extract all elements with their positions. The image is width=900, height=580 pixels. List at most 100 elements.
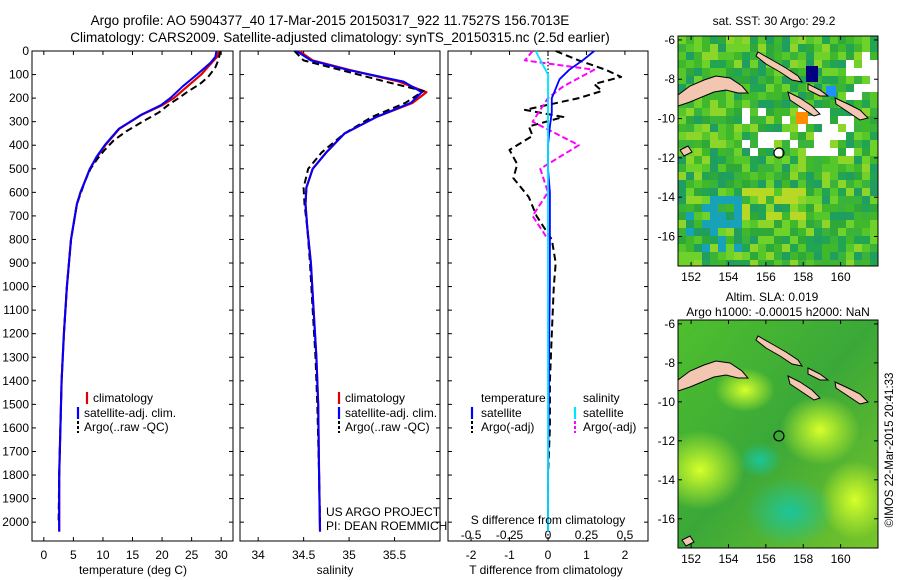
depth-tick-label: 700 <box>9 209 29 223</box>
salinity-panel: 34 34.5 35 35.5 salinity climatology satell… <box>239 50 447 577</box>
sst-cell <box>766 188 774 196</box>
sst-argo-location-marker <box>773 147 785 159</box>
sst-cell <box>694 156 702 164</box>
lon-tick-label: 160 <box>831 552 851 566</box>
sst-cell <box>718 132 726 140</box>
sst-cell <box>694 244 702 252</box>
sst-cell <box>838 60 846 68</box>
sst-cell <box>710 60 718 68</box>
sst-cell <box>734 132 742 140</box>
sst-cell <box>702 100 710 108</box>
sst-cell <box>742 260 750 266</box>
depth-tick-label: 2000 <box>2 515 29 529</box>
sst-cell <box>798 44 806 52</box>
sst-cell <box>686 220 694 228</box>
sst-cell <box>678 252 686 260</box>
x-tick-label: 25 <box>185 548 199 562</box>
sst-cell <box>814 36 822 44</box>
sst-cell <box>718 116 726 124</box>
sst-cell <box>790 244 798 252</box>
sst-cell <box>758 100 766 108</box>
sst-cell <box>710 220 718 228</box>
sst-cell <box>854 156 862 164</box>
sst-cell <box>718 252 726 260</box>
sst-cell <box>806 148 814 156</box>
depth-tick-label: 0 <box>22 44 29 58</box>
sst-cell <box>726 204 734 212</box>
sst-cell <box>734 60 742 68</box>
sst-cell <box>814 124 822 132</box>
sst-cell <box>678 196 686 204</box>
sst-cell <box>854 124 862 132</box>
sst-cell <box>766 156 774 164</box>
sst-cell <box>862 156 870 164</box>
sst-cell <box>734 196 742 204</box>
sst-cell <box>686 68 694 76</box>
sst-cell <box>694 220 702 228</box>
sst-cell <box>702 148 710 156</box>
sst-cell <box>726 252 734 260</box>
sst-cell <box>766 140 774 148</box>
sst-cell <box>806 164 814 172</box>
sst-cell <box>838 76 846 84</box>
sla-map-title-line2: Argo h1000: -0.00015 h2000: NaN <box>686 305 869 319</box>
sst-cell <box>678 188 686 196</box>
sst-cell <box>702 132 710 140</box>
legend-label-t-argo: Argo(-adj) <box>481 420 534 434</box>
sst-cell <box>870 84 878 92</box>
sst-cell <box>750 116 758 124</box>
sst-cell <box>694 212 702 220</box>
sst-cell <box>742 76 750 84</box>
sst-cell <box>806 196 814 204</box>
sst-cell <box>678 204 686 212</box>
sst-cell <box>790 172 798 180</box>
sst-cell <box>790 116 798 124</box>
sst-cell <box>814 260 822 266</box>
sst-cell <box>798 228 806 236</box>
sst-cell <box>790 212 798 220</box>
sst-cell <box>718 260 726 266</box>
sst-cell <box>718 196 726 204</box>
sst-cell <box>766 180 774 188</box>
sst-cell <box>870 172 878 180</box>
sst-cell <box>758 180 766 188</box>
sst-cell <box>814 92 822 100</box>
sst-cell <box>702 52 710 60</box>
sst-cell <box>686 164 694 172</box>
sst-cell <box>710 52 718 60</box>
sst-cell <box>750 212 758 220</box>
sst-cell <box>790 204 798 212</box>
sst-cell <box>758 172 766 180</box>
sst-cell <box>846 236 854 244</box>
sst-cell <box>774 164 782 172</box>
sst-cell <box>822 188 830 196</box>
sst-cell <box>710 260 718 266</box>
sst-cell <box>686 196 694 204</box>
sst-cell <box>854 172 862 180</box>
lon-tick-label: 154 <box>718 270 738 284</box>
sst-cell <box>734 92 742 100</box>
sst-cell <box>710 124 718 132</box>
sst-cell <box>774 228 782 236</box>
sst-cell <box>846 36 854 44</box>
sst-cell <box>830 148 838 156</box>
sst-cell <box>846 92 854 100</box>
sst-cell <box>718 188 726 196</box>
sst-cell <box>750 236 758 244</box>
sst-cell <box>742 236 750 244</box>
x-tick-label: 0 <box>40 548 47 562</box>
project-annotation-line2: PI: DEAN ROEMMICH <box>326 519 447 533</box>
sst-cell <box>830 228 838 236</box>
sst-cell <box>806 44 814 52</box>
sst-cell <box>846 140 854 148</box>
sst-cell <box>862 68 870 76</box>
sst-cell <box>766 228 774 236</box>
sst-cell <box>838 252 846 260</box>
sst-cell <box>678 52 686 60</box>
sst-cell <box>742 68 750 76</box>
sst-cell <box>838 196 846 204</box>
salinity-axis-ticks: 34 34.5 35 35.5 <box>252 51 407 562</box>
sst-cell <box>862 132 870 140</box>
sst-cell <box>870 220 878 228</box>
